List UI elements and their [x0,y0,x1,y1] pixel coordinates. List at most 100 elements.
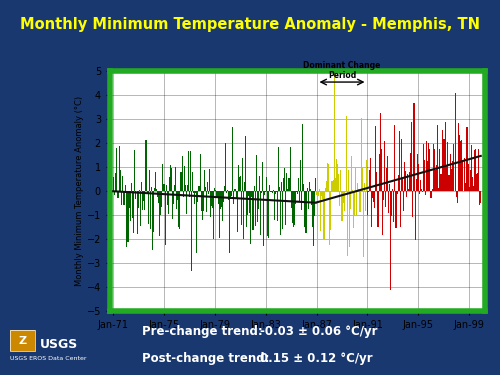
Bar [126,191,128,247]
Bar [442,130,443,191]
Bar [173,191,174,204]
Bar [268,191,270,238]
Bar [250,191,252,244]
Bar [392,189,394,191]
Bar [473,186,474,191]
Bar [419,191,420,194]
Bar [472,177,473,191]
Bar [209,169,210,191]
Bar [315,178,316,191]
Bar [390,191,391,290]
Bar [330,191,331,230]
Bar [225,143,226,191]
Bar [150,191,151,228]
Bar [302,124,304,191]
Bar [187,185,188,191]
Bar [480,191,482,203]
Bar [360,118,362,191]
Text: USGS: USGS [40,339,78,351]
Bar [186,191,187,214]
Bar [324,188,326,191]
Bar [193,191,194,193]
Bar [314,191,315,216]
Text: Post-change trend:: Post-change trend: [142,352,270,364]
Bar [477,172,478,191]
Bar [229,191,230,253]
Bar [245,136,246,191]
Bar [388,191,389,213]
Bar [281,182,282,191]
Bar [437,125,438,191]
Bar [438,188,439,191]
Bar [247,191,248,215]
Bar [292,191,294,227]
Text: Pre-change trend:: Pre-change trend: [142,326,263,338]
Bar [283,178,284,191]
Bar [333,180,334,191]
Bar [332,181,333,191]
Bar [474,150,475,191]
Bar [258,191,259,209]
Bar [230,191,232,199]
Bar [414,191,416,240]
Bar [274,191,276,194]
Bar [444,139,446,191]
Bar [312,191,313,227]
Bar [334,71,335,191]
Bar [296,191,297,192]
Bar [288,177,290,191]
Bar [331,181,332,191]
Bar [394,125,396,191]
Bar [364,183,365,191]
Bar [137,191,138,234]
Bar [148,170,150,191]
Bar [367,191,368,214]
Bar [308,182,310,191]
Bar [119,146,120,191]
Bar [298,178,299,191]
Bar [224,186,225,191]
Bar [290,191,292,208]
Bar [118,191,119,198]
Text: 0.15 ± 0.12 °C/yr: 0.15 ± 0.12 °C/yr [260,352,372,364]
Bar [256,191,258,222]
Bar [241,191,242,225]
Bar [422,191,423,192]
Bar [294,191,295,225]
Bar [172,191,173,219]
Bar [279,187,280,191]
Bar [170,165,171,191]
Bar [475,149,476,191]
Bar [286,173,288,191]
Bar [263,191,264,246]
Bar [439,149,440,191]
Bar [441,174,442,191]
Bar [252,191,254,230]
Bar [452,144,454,191]
Bar [322,191,324,199]
Bar [306,188,308,191]
Bar [266,177,268,191]
Bar [132,191,133,219]
Bar [426,141,428,191]
Bar [188,151,189,191]
Bar [124,191,126,206]
Bar [207,182,208,191]
Bar [353,191,354,228]
Bar [123,191,124,205]
Bar [210,191,211,217]
Bar [136,190,137,191]
Bar [319,189,320,191]
Bar [337,164,338,191]
Bar [234,189,236,191]
Bar [346,116,347,191]
Bar [112,177,114,191]
Bar [204,170,205,191]
Bar [420,180,421,191]
Bar [300,160,301,191]
Bar [318,191,319,196]
Bar [410,153,412,191]
Bar [153,191,154,232]
Bar [227,190,228,191]
Bar [134,150,135,191]
